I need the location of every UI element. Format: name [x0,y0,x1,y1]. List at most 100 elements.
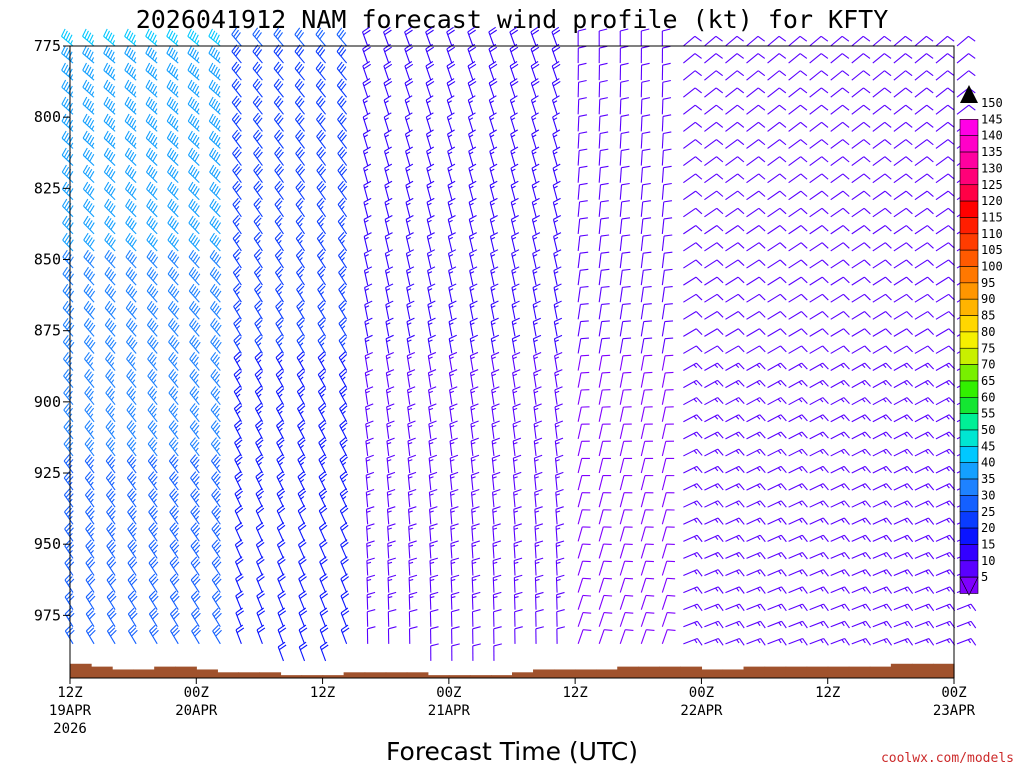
barb-flag [297,470,305,478]
barb-flag [146,232,152,241]
barb-shaft [534,560,537,576]
barb-flag [490,283,499,289]
barb-shaft [147,324,158,337]
barb-half-flag [493,561,498,565]
barb-shaft [598,287,602,303]
barb-half-flag [364,271,370,274]
barb-half-flag [471,459,476,462]
wind-barb [235,590,244,610]
barb-flag [275,63,282,72]
barb-flag [85,269,92,277]
barb-flag [191,456,198,464]
barb-half-flag [514,578,519,582]
barb-half-flag [714,364,719,368]
barb-flag [469,214,477,220]
barb-flag [110,205,116,213]
barb-flag [232,180,239,188]
wind-barb [124,45,137,64]
barb-flag [256,336,263,344]
barb-shaft [105,341,116,354]
wind-barb [514,626,523,644]
barb-flag [149,32,155,41]
barb-half-flag [532,185,537,189]
barb-flag [317,317,325,324]
barb-half-flag [278,257,282,261]
barb-flag [128,66,134,75]
barb-half-flag [90,550,94,554]
barb-flag [64,539,71,547]
barb-flag [105,64,111,73]
wind-barb [166,96,179,115]
barb-flag [88,459,95,467]
barb-flag [363,146,371,152]
barb-flag [663,234,673,237]
wind-barb [146,181,158,201]
wind-barb [470,471,480,491]
barb-shaft [619,167,622,183]
wind-barb [62,300,75,320]
barb-flag [128,624,135,632]
wind-barb [704,173,724,184]
barb-shaft [704,225,718,235]
wind-barb [125,232,137,252]
barb-shaft [253,187,263,201]
barb-flag [624,594,634,597]
wind-barb [577,457,590,474]
barb-shaft [273,68,284,81]
barb-flag [599,79,608,83]
barb-flag [131,188,137,196]
wind-barb [363,266,373,286]
wind-barb [363,232,372,252]
barb-flag [252,78,259,86]
barb-flag [318,149,325,157]
barb-flag [449,351,458,357]
barb-half-flag [490,185,495,189]
barb-flag [236,593,244,599]
wind-barb [510,146,519,166]
barb-flag [212,388,219,396]
barb-flag [278,541,286,548]
wind-barb [256,624,266,645]
barb-half-flag [132,430,136,435]
barb-shaft [577,184,580,200]
wind-barb [532,232,541,252]
wind-barb [253,146,263,166]
wind-barb [554,454,564,474]
barb-flag [129,271,136,279]
barb-flag [695,311,703,318]
barb-half-flag [693,450,698,455]
barb-flag [209,198,215,207]
wind-barb [640,526,654,542]
barb-flag [622,337,632,340]
wind-barb [188,232,201,252]
barb-flag [64,354,71,362]
wind-barb [254,402,264,423]
barb-flag [297,453,305,461]
barb-flag [318,419,326,426]
barb-flag [363,232,372,237]
barb-flag [553,300,562,306]
barb-flag [110,171,116,179]
wind-barb [683,638,703,646]
wind-barb [704,35,723,47]
barb-flag [106,217,112,226]
barb-flag [151,390,158,398]
barb-flag [110,290,117,299]
barb-flag [171,610,179,617]
barb-half-flag [237,461,241,466]
wind-barb [253,180,264,201]
barb-shaft [640,218,644,234]
barb-flag [234,453,242,461]
barb-flag [469,317,478,323]
wind-barb [640,509,654,525]
wind-barb [704,190,724,201]
wind-barb [426,197,435,217]
barb-half-flag [196,74,200,79]
barb-flag [533,317,541,323]
wind-barb [127,624,138,645]
barb-flag [469,283,478,289]
barb-flag [129,168,135,177]
barb-flag [63,64,69,73]
barb-half-flag [174,498,178,503]
barb-flag [65,32,71,41]
